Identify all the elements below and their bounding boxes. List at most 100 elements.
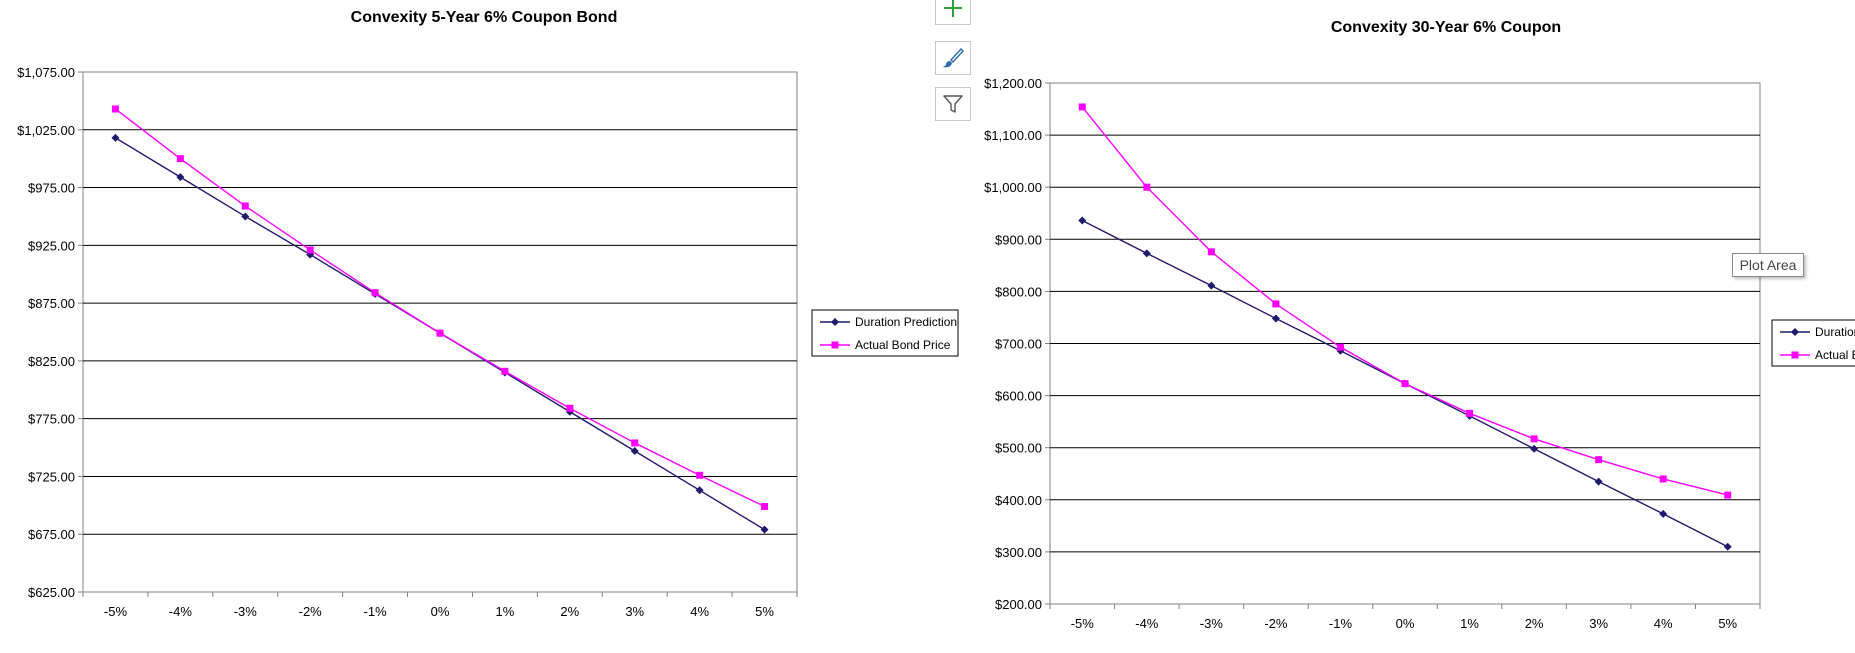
x-tick-label: 0% xyxy=(431,604,450,619)
y-tick-label: $1,025.00 xyxy=(17,123,75,138)
y-tick-label: $1,200.00 xyxy=(984,76,1042,91)
legend: Duration Prediction Actual Bond Price xyxy=(1771,319,1855,367)
y-tick-label: $200.00 xyxy=(995,597,1042,612)
y-tick-label: $875.00 xyxy=(28,296,75,311)
data-point xyxy=(1659,475,1667,483)
x-tick-label: 3% xyxy=(1589,616,1608,631)
y-tick-label: $500.00 xyxy=(995,441,1042,456)
y-tick-label: $975.00 xyxy=(28,181,75,196)
x-tick-label: -5% xyxy=(104,604,128,619)
data-point xyxy=(306,246,314,254)
x-tick-label: 3% xyxy=(625,604,644,619)
x-tick-label: 2% xyxy=(1525,616,1544,631)
x-tick-label: 1% xyxy=(496,604,515,619)
data-point xyxy=(1336,343,1344,351)
data-point xyxy=(696,471,704,479)
data-point xyxy=(1401,380,1409,388)
x-tick-label: -3% xyxy=(234,604,258,619)
chart-1: Convexity 5-Year 6% Coupon Bond $1,075.00… xyxy=(17,9,959,619)
x-tick-label: 5% xyxy=(1718,616,1737,631)
x-tick-label: 4% xyxy=(690,604,709,619)
data-point xyxy=(760,525,769,534)
x-tick-label: -3% xyxy=(1200,616,1224,631)
y-tick-label: $825.00 xyxy=(28,354,75,369)
x-tick-label: -2% xyxy=(299,604,323,619)
data-point xyxy=(1143,183,1151,191)
brush-icon xyxy=(943,47,964,68)
y-tick-label: $725.00 xyxy=(28,469,75,484)
series-actual-bond-price xyxy=(111,105,769,510)
data-point xyxy=(1142,249,1151,258)
x-tick-label: 2% xyxy=(560,604,579,619)
y-tick-label: $1,075.00 xyxy=(17,65,75,80)
data-point xyxy=(1272,300,1280,308)
data-point xyxy=(1078,216,1087,225)
legend-marker xyxy=(831,318,839,326)
chart-filters-button[interactable] xyxy=(935,87,971,121)
x-tick-label: -4% xyxy=(169,604,193,619)
data-point xyxy=(631,439,639,447)
legend-label: Actual Bond Price xyxy=(855,338,951,352)
data-point xyxy=(241,202,249,210)
data-point xyxy=(761,502,769,510)
y-tick-label: $700.00 xyxy=(995,337,1042,352)
x-tick-label: -5% xyxy=(1071,616,1095,631)
x-tick-label: 1% xyxy=(1460,616,1479,631)
x-tick-label: 0% xyxy=(1396,616,1415,631)
legend-marker xyxy=(1791,328,1799,336)
legend: Duration Prediction Actual Bond Price xyxy=(811,309,959,357)
y-tick-label: $600.00 xyxy=(995,389,1042,404)
y-tick-label: $1,100.00 xyxy=(984,128,1042,143)
data-point xyxy=(176,173,185,182)
data-point xyxy=(1466,409,1474,417)
y-tick-label: $775.00 xyxy=(28,412,75,427)
data-point xyxy=(436,329,444,337)
legend-label: Actual Bond Price xyxy=(1815,348,1855,362)
data-point xyxy=(1594,477,1603,486)
data-point xyxy=(501,367,509,375)
y-tick-label: $925.00 xyxy=(28,238,75,253)
y-tick-label: $675.00 xyxy=(28,527,75,542)
data-point xyxy=(1207,248,1215,256)
chart-title: Convexity 30-Year 6% Coupon xyxy=(1331,19,1561,36)
legend-marker xyxy=(831,341,839,349)
data-point xyxy=(371,289,379,297)
legend-box xyxy=(1771,319,1855,367)
data-point xyxy=(1530,435,1538,443)
x-tick-label: -4% xyxy=(1135,616,1159,631)
y-tick-label: $400.00 xyxy=(995,493,1042,508)
data-point xyxy=(1723,542,1732,551)
legend-label: Duration Prediction xyxy=(1815,325,1855,339)
y-tick-label: $625.00 xyxy=(28,585,75,600)
y-tick-label: $900.00 xyxy=(995,232,1042,247)
data-point xyxy=(111,105,119,113)
data-point xyxy=(566,404,574,412)
data-point xyxy=(241,212,250,221)
data-point xyxy=(1078,103,1086,111)
x-tick-label: -2% xyxy=(1264,616,1288,631)
data-point xyxy=(1595,456,1603,464)
x-tick-label: 4% xyxy=(1654,616,1673,631)
legend-label: Duration Prediction xyxy=(855,315,957,329)
y-tick-label: $300.00 xyxy=(995,545,1042,560)
chart-styles-button[interactable] xyxy=(935,41,971,75)
filter-icon xyxy=(943,95,963,113)
data-point xyxy=(176,155,184,163)
series-actual-bond-price xyxy=(1078,103,1732,499)
plot-area-tooltip: Plot Area xyxy=(1732,253,1804,277)
data-point xyxy=(111,133,120,142)
chart-2: Convexity 30-Year 6% Coupon $1,200.00 $1,1… xyxy=(984,19,1855,631)
data-point xyxy=(1724,491,1732,499)
data-point xyxy=(695,486,704,495)
x-tick-label: -1% xyxy=(364,604,388,619)
data-point xyxy=(1659,509,1668,518)
data-point xyxy=(1271,314,1280,323)
legend-marker xyxy=(1791,351,1799,359)
x-tick-label: 5% xyxy=(755,604,774,619)
y-tick-label: $1,000.00 xyxy=(984,180,1042,195)
add-chart-element-button[interactable] xyxy=(935,0,971,25)
y-tick-label: $800.00 xyxy=(995,284,1042,299)
chart-title: Convexity 5-Year 6% Coupon Bond xyxy=(351,9,618,26)
data-point xyxy=(1207,281,1216,290)
